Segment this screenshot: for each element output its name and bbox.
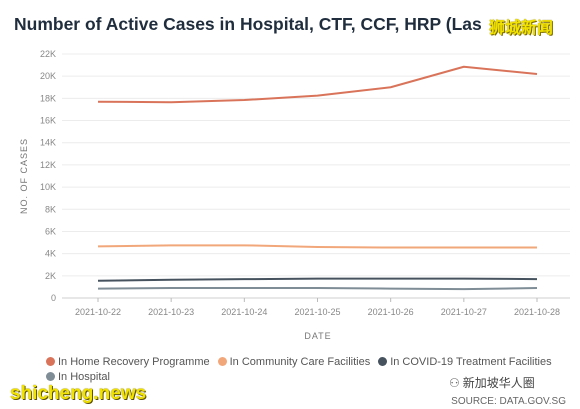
y-axis: 0 2K 4K 6K 8K 10K 12K 14K 16K 18K 20K 22K: [40, 49, 56, 303]
x-axis: 2021-10-22 2021-10-23 2021-10-24 2021-10-25…: [75, 298, 560, 317]
x-tick-label: 2021-10-23: [148, 307, 194, 317]
legend-item[interactable]: In Community Care Facilities: [217, 355, 371, 370]
series-line: [97, 244, 537, 249]
series-lines: [97, 65, 538, 291]
x-tick-label: 2021-10-25: [294, 307, 340, 317]
legend-label: In Home Recovery Programme: [58, 356, 210, 368]
series-line: [97, 277, 538, 282]
y-tick-label: 18K: [40, 93, 56, 103]
y-tick-label: 14K: [40, 138, 56, 148]
legend-item[interactable]: In Hospital: [46, 370, 110, 385]
x-tick-label: 2021-10-22: [75, 307, 121, 317]
y-tick-label: 8K: [45, 204, 56, 214]
chart-title: Number of Active Cases in Hospital, CTF,…: [14, 14, 482, 34]
legend: In Home Recovery Programme In Community C…: [46, 355, 576, 385]
legend-marker: [217, 357, 227, 366]
y-tick-label: 16K: [40, 116, 56, 126]
legend-label: In COVID-19 Treatment Facilities: [390, 356, 552, 368]
watermark-bottom: shicheng.news: [10, 383, 147, 404]
y-tick-label: 4K: [45, 249, 56, 259]
y-axis-label: NO. OF CASES: [19, 138, 29, 214]
watermark-top: 狮城新闻: [489, 20, 554, 37]
legend-label: In Hospital: [58, 371, 110, 383]
y-tick-label: 2K: [45, 271, 56, 281]
source-note: SOURCE: DATA.GOV.SG: [451, 396, 566, 407]
x-tick-label: 2021-10-27: [441, 307, 487, 317]
y-tick-label: 20K: [40, 71, 56, 81]
watermark-right: ⚇ 新加坡华人圈: [449, 374, 535, 391]
x-axis-label: DATE: [304, 331, 331, 341]
series-line: [97, 65, 538, 104]
y-tick-label: 12K: [40, 160, 56, 170]
legend-item[interactable]: In Home Recovery Programme: [46, 355, 210, 370]
legend-marker: [46, 372, 55, 381]
legend-label: In Community Care Facilities: [229, 356, 371, 368]
line-chart: 0 2K 4K 6K 8K 10K 12K 14K 16K 18K 20K 22K 2021-10-2…: [19, 49, 570, 341]
x-tick-label: 2021-10-28: [514, 307, 560, 317]
y-tick-label: 0: [51, 293, 56, 303]
legend-item[interactable]: In COVID-19 Treatment Facilities: [378, 355, 552, 370]
y-tick-label: 22K: [40, 49, 56, 59]
legend-marker: [378, 357, 388, 366]
y-tick-label: 10K: [40, 182, 56, 192]
watermark-right-text: 新加坡华人圈: [462, 376, 535, 390]
x-tick-label: 2021-10-24: [221, 307, 267, 317]
legend-marker: [46, 357, 55, 366]
wechat-icon: ⚇: [449, 376, 460, 390]
series-line: [97, 287, 538, 291]
grid: [62, 53, 570, 299]
x-tick-label: 2021-10-26: [368, 307, 414, 317]
y-tick-label: 6K: [45, 226, 56, 236]
